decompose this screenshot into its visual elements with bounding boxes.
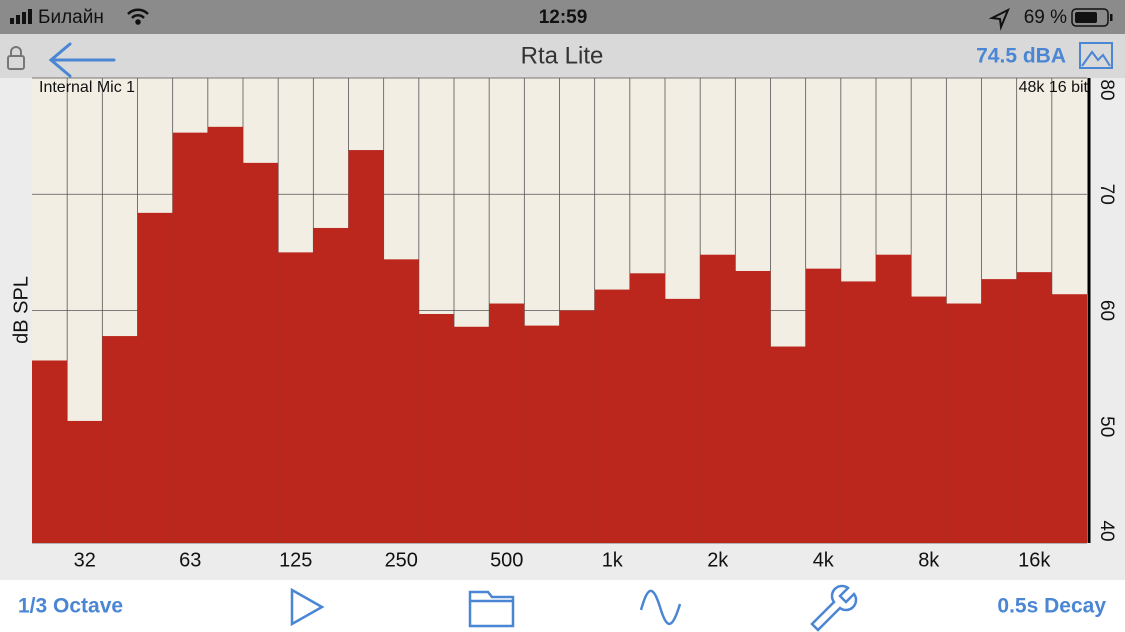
bar [1016, 272, 1052, 543]
app-title: Rta Lite [521, 42, 604, 69]
bar [137, 212, 173, 543]
x-tick-label: 63 [179, 549, 201, 571]
bar [700, 254, 736, 543]
bar [805, 268, 841, 543]
bar [207, 126, 243, 543]
bar [67, 420, 103, 543]
bar [1051, 294, 1087, 543]
input-label: Internal Mic 1 [39, 79, 135, 96]
bar [454, 326, 490, 543]
bar [383, 259, 419, 543]
status-bar [0, 0, 1125, 34]
location-icon [988, 7, 1010, 31]
x-tick-label: 16k [1018, 549, 1051, 571]
y-tick-label: 50 [1096, 416, 1117, 437]
x-tick-label: 2k [707, 549, 729, 571]
bar [594, 289, 630, 543]
generator-button[interactable] [639, 589, 682, 626]
nav-bar [0, 34, 1125, 78]
play-button[interactable] [290, 587, 325, 627]
bar [559, 310, 595, 543]
y-tick-label: 80 [1096, 79, 1117, 100]
folder-button[interactable] [468, 590, 515, 628]
snapshot-button[interactable] [1079, 42, 1113, 69]
x-tick-label: 250 [385, 549, 418, 571]
bar [32, 360, 68, 543]
bar [243, 162, 279, 544]
y-axis-label: dB SPL [10, 276, 32, 344]
bar [102, 336, 138, 543]
bar [840, 281, 876, 543]
wifi-icon [127, 8, 149, 25]
y-tick-label: 60 [1096, 300, 1117, 321]
resolution-button[interactable]: 1/3 Octave [18, 595, 123, 618]
back-button[interactable] [48, 42, 116, 78]
lock-button[interactable] [7, 46, 25, 70]
format-label: 48k 16 bit [1019, 79, 1089, 96]
signal-icon [10, 9, 32, 24]
bar [876, 254, 912, 543]
bar [418, 313, 454, 543]
chart: 40 50 60 70 80 32 63 125 250 500 1k 2k 4k 8k 16k [32, 77, 1117, 571]
battery-icon [1071, 8, 1113, 27]
x-tick-label: 8k [918, 549, 940, 571]
bar [770, 346, 806, 543]
y-tick-label: 40 [1096, 520, 1117, 541]
bar [665, 298, 701, 543]
bar [313, 227, 349, 543]
x-tick-label: 32 [74, 549, 96, 571]
bar [629, 273, 665, 543]
bar [489, 303, 525, 543]
decay-button[interactable]: 0.5s Decay [997, 595, 1106, 618]
battery-percent: 69 % [1024, 7, 1067, 28]
clock: 12:59 [539, 7, 588, 28]
y-tick-label: 70 [1096, 184, 1117, 205]
bar [348, 150, 384, 543]
carrier: Билайн [38, 7, 104, 28]
bar [911, 296, 947, 543]
toolbar [0, 580, 1125, 632]
settings-button[interactable] [810, 584, 858, 632]
x-tick-label: 4k [813, 549, 835, 571]
bar [946, 303, 982, 543]
bar [278, 252, 314, 543]
bar [735, 270, 771, 543]
x-tick-label: 1k [602, 549, 624, 571]
bar [981, 279, 1017, 543]
bar [172, 132, 208, 543]
level-readout: 74.5 dBA [976, 45, 1066, 68]
x-tick-label: 125 [279, 549, 312, 571]
x-tick-label: 500 [490, 549, 523, 571]
bar [524, 325, 560, 543]
